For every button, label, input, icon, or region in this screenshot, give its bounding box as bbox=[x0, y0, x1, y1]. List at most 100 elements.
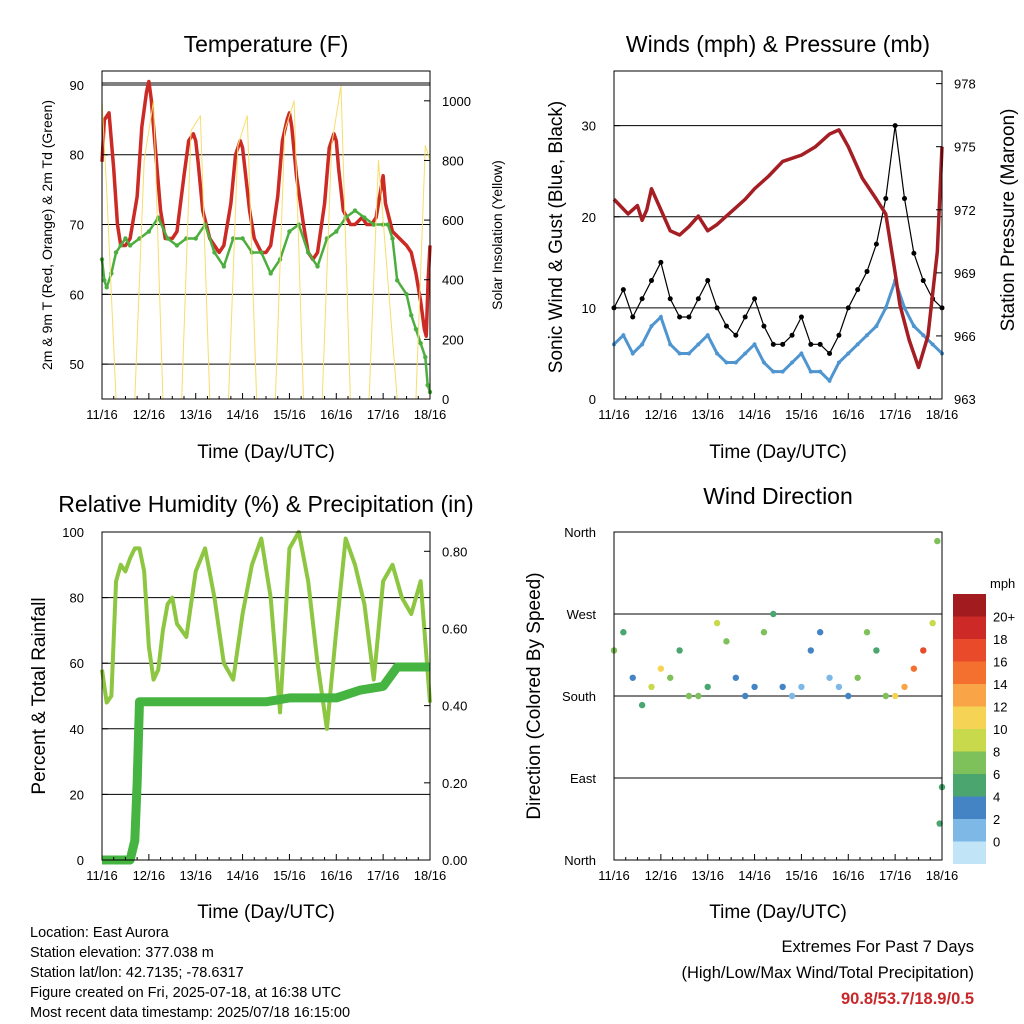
colorbar-label: 14 bbox=[993, 677, 1007, 692]
direction-point bbox=[882, 692, 889, 700]
x-tick-label: 14/16 bbox=[738, 868, 771, 883]
wind-point bbox=[649, 324, 654, 329]
wind-point bbox=[658, 315, 663, 319]
temperature-ylabel: 2m & 9m T (Red, Orange) & 2m Td (Green) bbox=[39, 100, 55, 370]
location-text: Location: East Aurora bbox=[30, 925, 169, 941]
direction-point bbox=[845, 692, 852, 700]
wind-point bbox=[808, 341, 814, 347]
wind-point bbox=[911, 324, 916, 329]
y-tick-label: 20 bbox=[70, 787, 84, 802]
y2-tick-label: 978 bbox=[954, 77, 976, 92]
wind-point bbox=[883, 196, 889, 202]
wind-point bbox=[677, 314, 683, 320]
y-tick-label: 0 bbox=[589, 392, 596, 407]
direction-point bbox=[936, 820, 943, 827]
wind-point bbox=[864, 268, 870, 274]
station-info: Location: East Aurora Station elevation:… bbox=[30, 923, 350, 1023]
wind-point bbox=[648, 278, 654, 284]
wind-point bbox=[845, 305, 851, 311]
wind-point bbox=[761, 323, 767, 329]
x-tick-label: 18/16 bbox=[926, 407, 959, 422]
wind-point bbox=[640, 342, 645, 347]
direction-panel: Wind Direction Time (Day/UTC) Direction … bbox=[524, 483, 1015, 923]
colorbar-swatch bbox=[953, 729, 986, 752]
x-tick-label: 14/16 bbox=[226, 868, 259, 883]
wind-point bbox=[733, 360, 738, 365]
direction-point bbox=[863, 629, 871, 636]
wind-point bbox=[667, 296, 673, 302]
x-tick-label: 15/16 bbox=[785, 868, 818, 883]
wind-point bbox=[630, 314, 636, 320]
x-tick-label: 17/16 bbox=[879, 868, 912, 883]
humidity-xlabel: Time (Day/UTC) bbox=[197, 902, 335, 923]
extremes-box: Extremes For Past 7 Days (High/Low/Max W… bbox=[681, 934, 974, 1012]
temperature-panel: Temperature (F) Time (Day/UTC) 2m & 9m T… bbox=[39, 31, 505, 463]
humidity-ylabel: Percent & Total Rainfall bbox=[29, 597, 50, 794]
wind-point bbox=[724, 360, 729, 365]
direction-point bbox=[704, 683, 711, 691]
x-tick-label: 16/16 bbox=[320, 868, 353, 883]
direction-point bbox=[891, 692, 899, 700]
x-tick-label: 18/16 bbox=[926, 868, 959, 883]
y-tick-label: 60 bbox=[70, 656, 84, 671]
wind-point bbox=[686, 351, 691, 356]
x-tick-label: 16/16 bbox=[832, 407, 865, 422]
x-tick-label: 15/16 bbox=[273, 407, 306, 422]
wind-point bbox=[658, 259, 664, 265]
direction-point bbox=[742, 692, 749, 700]
plot-frame bbox=[613, 70, 943, 400]
wind-point bbox=[817, 341, 823, 347]
wind-point bbox=[621, 333, 626, 338]
wind-point bbox=[930, 342, 935, 347]
wind-point bbox=[827, 378, 832, 383]
wind-point bbox=[752, 342, 757, 347]
direction-point bbox=[826, 674, 833, 681]
colorbar-label: 20+ bbox=[993, 610, 1015, 625]
temperature-title: Temperature (F) bbox=[184, 31, 349, 57]
wind-point bbox=[920, 278, 926, 284]
x-tick-label: 12/16 bbox=[133, 407, 166, 422]
wind-point bbox=[715, 351, 720, 356]
wind-point bbox=[630, 351, 635, 356]
x-tick-label: 13/16 bbox=[179, 868, 212, 883]
x-tick-label: 11/16 bbox=[86, 868, 118, 883]
y2-tick-label: 966 bbox=[954, 329, 976, 344]
recent-text: Most recent data timestamp: 2025/07/18 1… bbox=[30, 1005, 351, 1021]
x-tick-label: 12/16 bbox=[645, 407, 678, 422]
colorbar-swatch bbox=[953, 684, 986, 707]
x-tick-label: 17/16 bbox=[367, 407, 400, 422]
wind-point bbox=[790, 360, 795, 365]
humidity-panel: Relative Humidity (%) & Precipitation (i… bbox=[29, 491, 474, 923]
series-line bbox=[613, 125, 943, 355]
y2-tick-label: 200 bbox=[442, 332, 464, 347]
direction-point bbox=[685, 692, 693, 700]
colorbar-label: 18 bbox=[993, 632, 1007, 647]
direction-point bbox=[873, 647, 880, 654]
wind-point bbox=[705, 333, 710, 338]
series-line bbox=[100, 530, 432, 731]
series-line bbox=[612, 128, 944, 370]
direction-point bbox=[648, 683, 655, 691]
wind-point bbox=[780, 341, 786, 347]
x-tick-label: 17/16 bbox=[367, 868, 400, 883]
wind-point bbox=[668, 342, 673, 347]
wind-point bbox=[742, 314, 748, 320]
y2-tick-label: 972 bbox=[954, 203, 976, 218]
colorbar-swatch bbox=[953, 706, 986, 729]
wind-point bbox=[714, 305, 720, 311]
direction-xlabel: Time (Day/UTC) bbox=[709, 902, 847, 923]
y-tick-label: 80 bbox=[70, 591, 84, 606]
x-tick-label: 11/16 bbox=[86, 407, 118, 422]
direction-point bbox=[788, 692, 796, 700]
x-tick-label: 12/16 bbox=[645, 868, 678, 883]
y2-tick-label: 969 bbox=[954, 266, 976, 281]
x-tick-label: 18/16 bbox=[414, 868, 447, 883]
wind-point bbox=[789, 332, 795, 338]
wind-point bbox=[705, 278, 711, 284]
colorbar-swatch bbox=[953, 639, 986, 662]
direction-point bbox=[807, 647, 814, 654]
y2-tick-label: 800 bbox=[442, 153, 464, 168]
winds-xlabel: Time (Day/UTC) bbox=[709, 442, 847, 463]
direction-point bbox=[732, 674, 740, 681]
wind-point bbox=[686, 314, 692, 320]
